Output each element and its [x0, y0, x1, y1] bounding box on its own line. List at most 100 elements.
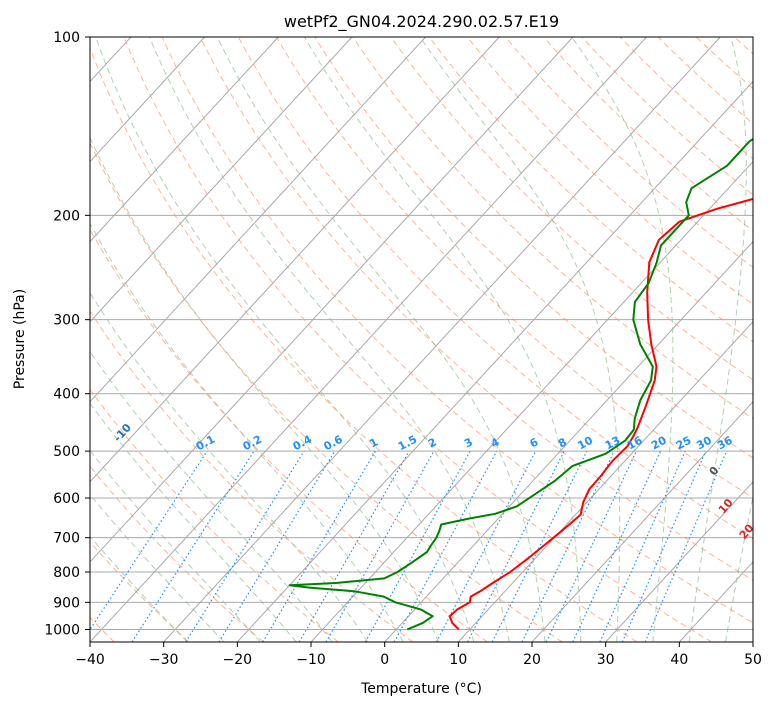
moist-adiabat-label: 10 [716, 496, 736, 516]
y-tick-label: 100 [53, 30, 80, 46]
mixing-ratio-line [218, 450, 336, 642]
mixing-ratio-label: 20 [649, 434, 669, 453]
moist-adiabat-line [90, 291, 369, 642]
mixing-ratio-line [545, 450, 637, 642]
chart-title: wetPf2_GN04.2024.290.02.57.E19 [284, 12, 559, 32]
y-tick-label: 900 [53, 595, 80, 611]
moist-adiabat-line [571, 37, 674, 642]
isotherm-line [90, 37, 647, 642]
y-tick-label: 300 [53, 313, 80, 329]
isotherm-line [0, 37, 57, 642]
mixing-ratio-line [621, 450, 707, 642]
moist-adiabat-label: 20 [737, 521, 757, 541]
mixing-ratio-label: 36 [715, 434, 735, 453]
dry-adiabat-line [390, 37, 753, 381]
plot-frame [89, 36, 754, 643]
dry-adiabat-line [505, 37, 753, 269]
x-tick-label: −20 [223, 652, 253, 668]
mixing-ratio-label: 2 [426, 435, 439, 450]
x-tick-label: 10 [449, 652, 467, 668]
x-tick-label: 30 [597, 652, 615, 668]
x-tick-label: 50 [744, 652, 762, 668]
dry-adiabat-line [428, 37, 753, 343]
x-tick-label: 40 [670, 652, 688, 668]
mixing-ratio-label: 16 [625, 434, 645, 453]
dry-adiabat-line [90, 541, 190, 642]
mixing-ratio-line [491, 450, 588, 642]
y-tick-label: 700 [53, 531, 80, 547]
x-axis-label: Temperature (°C) [360, 681, 482, 697]
moist-adiabat-line [419, 37, 621, 642]
mixing-ratio-line [521, 450, 615, 642]
moist-adiabat-line [688, 37, 747, 642]
mixing-ratio-line [599, 450, 686, 642]
x-tick-label: −10 [296, 652, 326, 668]
isotherm-line [90, 37, 353, 323]
dry-adiabat-line [314, 37, 753, 459]
dry-adiabat-line [161, 37, 753, 624]
dry-adiabat-line [90, 465, 264, 642]
mixing-ratio-label: 0.6 [322, 433, 346, 454]
x-tick-label: −30 [149, 652, 179, 668]
mixing-ratio-line [185, 450, 305, 642]
y-tick-label: 800 [53, 565, 80, 581]
x-tick-label: −40 [75, 652, 105, 668]
dry-adiabat-line [90, 228, 488, 642]
dry-adiabat-line [90, 46, 638, 642]
y-axis-label: Pressure (hPa) [12, 289, 28, 389]
moist-adiabat-line [90, 350, 333, 642]
moist-adiabat-line [90, 402, 297, 642]
dry-adiabat-line [237, 37, 753, 540]
mixing-ratio-line [131, 450, 255, 642]
moist-adiabat-line [725, 494, 753, 642]
isotherm-line [384, 240, 753, 642]
y-tick-label: 500 [53, 444, 80, 460]
axes: −40 −30 −20 −10 0 10 20 30 40 5010020030040050060… [44, 30, 762, 668]
mixing-ratio-line [644, 450, 728, 642]
isotherm-line [457, 320, 753, 642]
isotherm-line [90, 37, 279, 243]
mixing-ratio-line [572, 450, 662, 642]
moist-adiabat-line [90, 535, 188, 642]
dry-adiabat-line [90, 142, 563, 642]
dry-adiabat-line [466, 37, 753, 305]
isotherm-line [90, 37, 205, 163]
mixing-ratio-line [393, 450, 498, 642]
mixing-ratio-line [325, 450, 435, 642]
moist-adiabat-line [90, 493, 225, 642]
isotherm-line [678, 561, 753, 642]
mixing-ratio-line [262, 450, 376, 642]
dry-adiabat-line [90, 388, 339, 642]
mixing-ratio-label: 0.1 [194, 433, 217, 454]
isotherm-line [163, 37, 721, 642]
mixing-ratio-label: 25 [674, 434, 694, 453]
mixing-ratio-label: 13 [603, 434, 623, 453]
x-tick-label: 20 [523, 652, 541, 668]
mixing-ratio-label: 1 [367, 435, 380, 450]
dry-adiabat-line [734, 37, 753, 55]
dewpoint-line [288, 137, 753, 631]
isotherm-line [90, 37, 574, 563]
isotherm-line [531, 401, 753, 642]
dry-adiabat-line [657, 37, 753, 125]
moist-adiabat-line [303, 37, 582, 642]
dry-adiabat-line [543, 37, 753, 232]
dry-adiabat-line [199, 37, 753, 581]
moist-adiabat-line [90, 222, 404, 642]
isotherm-line [90, 37, 426, 403]
mixing-ratio-line [298, 450, 410, 642]
isotherm-line [310, 160, 753, 642]
dry-adiabat-line [123, 37, 712, 642]
x-tick-label: 0 [380, 652, 389, 668]
temperature-line [448, 197, 753, 631]
y-tick-label: 600 [53, 491, 80, 507]
mixing-ratio-label: 10 [575, 434, 595, 453]
isotherm-line [752, 641, 753, 642]
mixing-ratio-label: 3 [462, 435, 475, 450]
mixing-ratio-line [364, 450, 471, 642]
y-tick-label: 200 [53, 208, 80, 224]
moist-adiabat-line [95, 37, 475, 642]
sounding-series [288, 137, 753, 631]
dry-adiabat-line [581, 37, 753, 196]
y-tick-label: 400 [53, 387, 80, 403]
